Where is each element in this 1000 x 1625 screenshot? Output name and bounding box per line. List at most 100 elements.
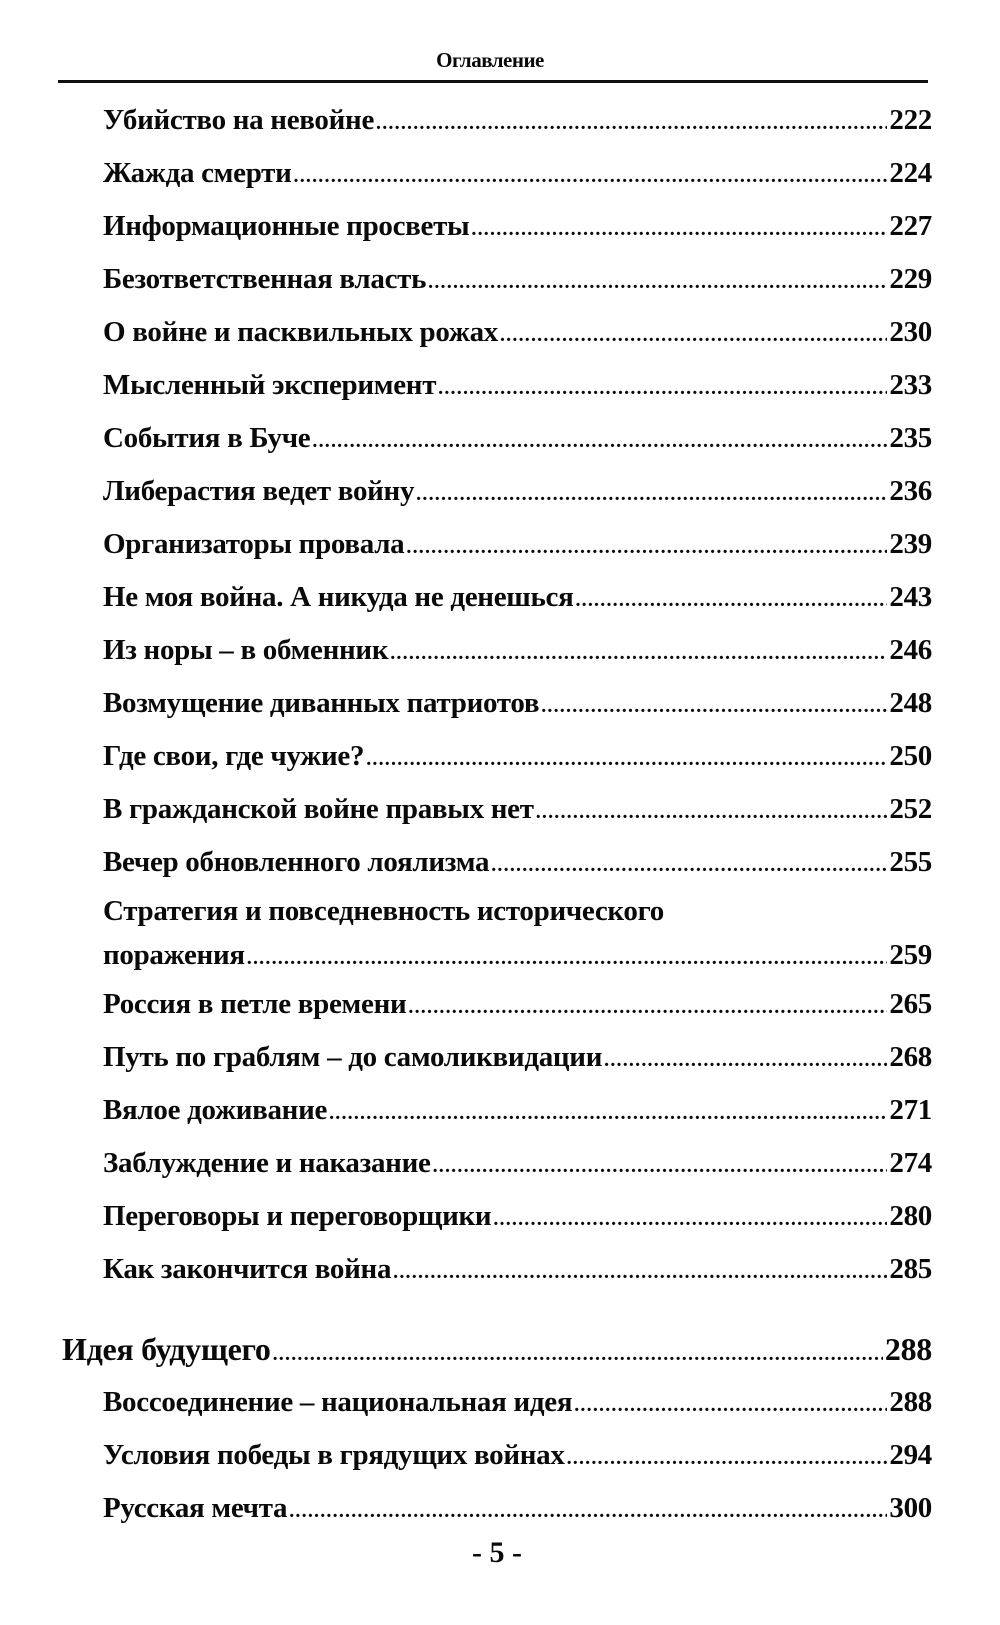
running-head: Оглавление bbox=[436, 48, 544, 72]
toc-entry-page: 259 bbox=[889, 939, 932, 971]
toc-entry-page: 239 bbox=[889, 528, 932, 560]
toc-entry-title: Организаторы провала bbox=[103, 528, 405, 560]
toc-entry: Жажда смерти 224 bbox=[103, 147, 932, 200]
toc-entry: Россия в петле времени 265 bbox=[103, 978, 932, 1031]
toc-entry: Из норы – в обменник 246 bbox=[103, 624, 932, 677]
toc-entry: В гражданской войне правых нет 252 bbox=[103, 783, 932, 836]
toc-part-heading: Идея будущего 288 bbox=[62, 1322, 932, 1376]
dot-leader bbox=[376, 97, 887, 150]
toc-entry-title: Русская мечта bbox=[103, 1492, 288, 1524]
toc-entry-title: Вечер обновленного лоялизма bbox=[103, 846, 490, 878]
toc-entry-title: Вялое доживание bbox=[103, 1094, 328, 1126]
dot-leader bbox=[294, 150, 888, 203]
dot-leader bbox=[536, 786, 888, 839]
toc-entry: Заблуждение и наказание 274 bbox=[103, 1137, 932, 1190]
toc-entry-line: поражения 259 bbox=[103, 933, 932, 980]
toc-entry: Вечер обновленного лоялизма 255 bbox=[103, 836, 932, 889]
dot-leader bbox=[416, 468, 887, 521]
toc-entry: Убийство на невойне 222 bbox=[103, 94, 932, 147]
dot-leader bbox=[574, 1379, 887, 1432]
toc-entry: Условия победы в грядущих войнах 294 bbox=[103, 1429, 932, 1482]
dot-leader bbox=[471, 203, 887, 256]
dot-leader bbox=[390, 627, 887, 680]
toc-entry: О войне и пасквильных рожах 230 bbox=[103, 306, 932, 359]
toc-entry-page: 288 bbox=[884, 1331, 932, 1367]
toc-entry: Стратегия и повседневность исторического… bbox=[103, 889, 932, 978]
toc-entry-title: О войне и пасквильных рожах bbox=[103, 316, 498, 348]
toc-entry-page: 246 bbox=[889, 634, 932, 666]
toc-entry-page: 227 bbox=[889, 210, 932, 242]
toc-entry: Русская мечта 300 bbox=[103, 1482, 932, 1535]
toc-entry: Организаторы провала 239 bbox=[103, 518, 932, 571]
dot-leader bbox=[408, 981, 887, 1034]
toc-entry-title: Россия в петле времени bbox=[103, 988, 407, 1020]
toc-entry: Где свои, где чужие? 250 bbox=[103, 730, 932, 783]
toc-entry-page: 271 bbox=[889, 1094, 932, 1126]
toc-entry-title-line: поражения bbox=[103, 939, 245, 971]
toc-entry-page: 252 bbox=[889, 793, 932, 825]
toc-entry-title: Мысленный эксперимент bbox=[103, 369, 437, 401]
toc-entry-title: Из норы – в обменник bbox=[103, 634, 389, 666]
toc-entry-title: Идея будущего bbox=[62, 1331, 271, 1367]
toc-entry-page: 255 bbox=[889, 846, 932, 878]
toc-entry: Возмущение диванных патриотов 248 bbox=[103, 677, 932, 730]
dot-leader bbox=[500, 309, 887, 362]
dot-leader bbox=[438, 362, 887, 415]
toc-entry-title: Где свои, где чужие? bbox=[103, 740, 365, 772]
toc-entry-page: 285 bbox=[889, 1253, 932, 1285]
toc-entry: Переговоры и переговорщики 280 bbox=[103, 1190, 932, 1243]
dot-leader bbox=[575, 574, 887, 627]
dot-leader bbox=[289, 1485, 887, 1538]
header-rule bbox=[58, 80, 928, 83]
toc-entry-page: 250 bbox=[889, 740, 932, 772]
toc-entry-title: Заблуждение и наказание bbox=[103, 1147, 431, 1179]
toc-entry: Безответственная власть 229 bbox=[103, 253, 932, 306]
toc-entry: Мысленный эксперимент 233 bbox=[103, 359, 932, 412]
toc-entry: Информационные просветы 227 bbox=[103, 200, 932, 253]
toc-entry-page: 229 bbox=[889, 263, 932, 295]
toc-entry-title: Либерастия ведет войну bbox=[103, 475, 415, 507]
toc-entry-page: 274 bbox=[889, 1147, 932, 1179]
page-number: - 5 - bbox=[472, 1536, 522, 1569]
dot-leader bbox=[273, 1327, 883, 1381]
toc-entry-page: 243 bbox=[889, 581, 932, 613]
toc-entry-page: 288 bbox=[889, 1386, 932, 1418]
toc-entry-page: 265 bbox=[889, 988, 932, 1020]
toc-entry-page: 268 bbox=[889, 1041, 932, 1073]
toc-entry-page: 235 bbox=[889, 422, 932, 454]
dot-leader bbox=[393, 1246, 887, 1299]
dot-leader bbox=[433, 1140, 888, 1193]
dot-leader bbox=[491, 839, 887, 892]
toc-entry: Не моя война. А никуда не денешься 243 bbox=[103, 571, 932, 624]
toc-entry-title: Воссоединение – национальная идея bbox=[103, 1386, 573, 1418]
toc-entry-title: События в Буче bbox=[103, 422, 311, 454]
toc-entry-title: Переговоры и переговорщики bbox=[103, 1200, 492, 1232]
toc-entry-page: 280 bbox=[889, 1200, 932, 1232]
toc-entry-page: 248 bbox=[889, 687, 932, 719]
dot-leader bbox=[329, 1087, 887, 1140]
toc-entry: Воссоединение – национальная идея 288 bbox=[103, 1376, 932, 1429]
dot-leader bbox=[366, 733, 887, 786]
toc-entry-title-line: Стратегия и повседневность исторического bbox=[103, 895, 664, 927]
toc-entry-title: Безответственная власть bbox=[103, 263, 427, 295]
toc-entry: Вялое доживание 271 bbox=[103, 1084, 932, 1137]
toc-entry-title: Информационные просветы bbox=[103, 210, 470, 242]
toc-entry-page: 224 bbox=[889, 157, 932, 189]
dot-leader bbox=[428, 256, 887, 309]
toc-entry-title: Не моя война. А никуда не денешься bbox=[103, 581, 574, 613]
toc-entry-title: В гражданской войне правых нет bbox=[103, 793, 534, 825]
toc-entry-page: 222 bbox=[889, 104, 932, 136]
toc-entry: Либерастия ведет войну 236 bbox=[103, 465, 932, 518]
toc-entry-title: Условия победы в грядущих войнах bbox=[103, 1439, 565, 1471]
toc-entry: Путь по граблям – до самоликвидации 268 bbox=[103, 1031, 932, 1084]
dot-leader bbox=[541, 680, 887, 733]
dot-leader bbox=[312, 415, 887, 468]
dot-leader bbox=[567, 1432, 888, 1485]
toc-entry-title: Возмущение диванных патриотов bbox=[103, 687, 540, 719]
toc-entry-title: Как закончится война bbox=[103, 1253, 392, 1285]
toc-entry: Как закончится война 285 bbox=[103, 1243, 932, 1296]
toc-entry-page: 233 bbox=[889, 369, 932, 401]
dot-leader bbox=[493, 1193, 887, 1246]
dot-leader bbox=[406, 521, 887, 574]
toc-entry-page: 300 bbox=[889, 1492, 932, 1524]
